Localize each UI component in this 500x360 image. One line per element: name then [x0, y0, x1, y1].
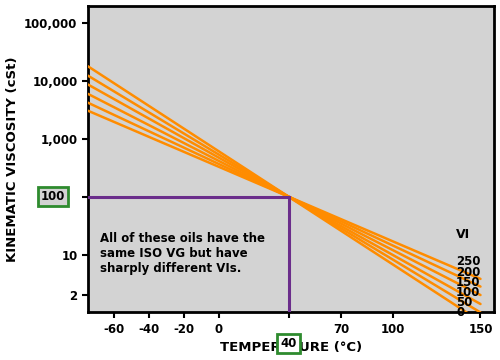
Text: All of these oils have the
same ISO VG but have
sharply different VIs.: All of these oils have the same ISO VG b…: [100, 231, 265, 275]
Text: 200: 200: [456, 266, 480, 279]
Text: 100: 100: [41, 190, 66, 203]
Text: 150: 150: [456, 276, 480, 289]
Text: 100: 100: [456, 286, 480, 299]
Y-axis label: KINEMATIC VISCOSITY (cSt): KINEMATIC VISCOSITY (cSt): [6, 56, 18, 262]
X-axis label: TEMPERATURE (°C): TEMPERATURE (°C): [220, 341, 362, 355]
Text: VI: VI: [456, 228, 470, 241]
Text: 50: 50: [456, 296, 472, 309]
Text: 0: 0: [456, 306, 464, 319]
Text: 40: 40: [280, 337, 296, 350]
Text: 250: 250: [456, 255, 480, 268]
